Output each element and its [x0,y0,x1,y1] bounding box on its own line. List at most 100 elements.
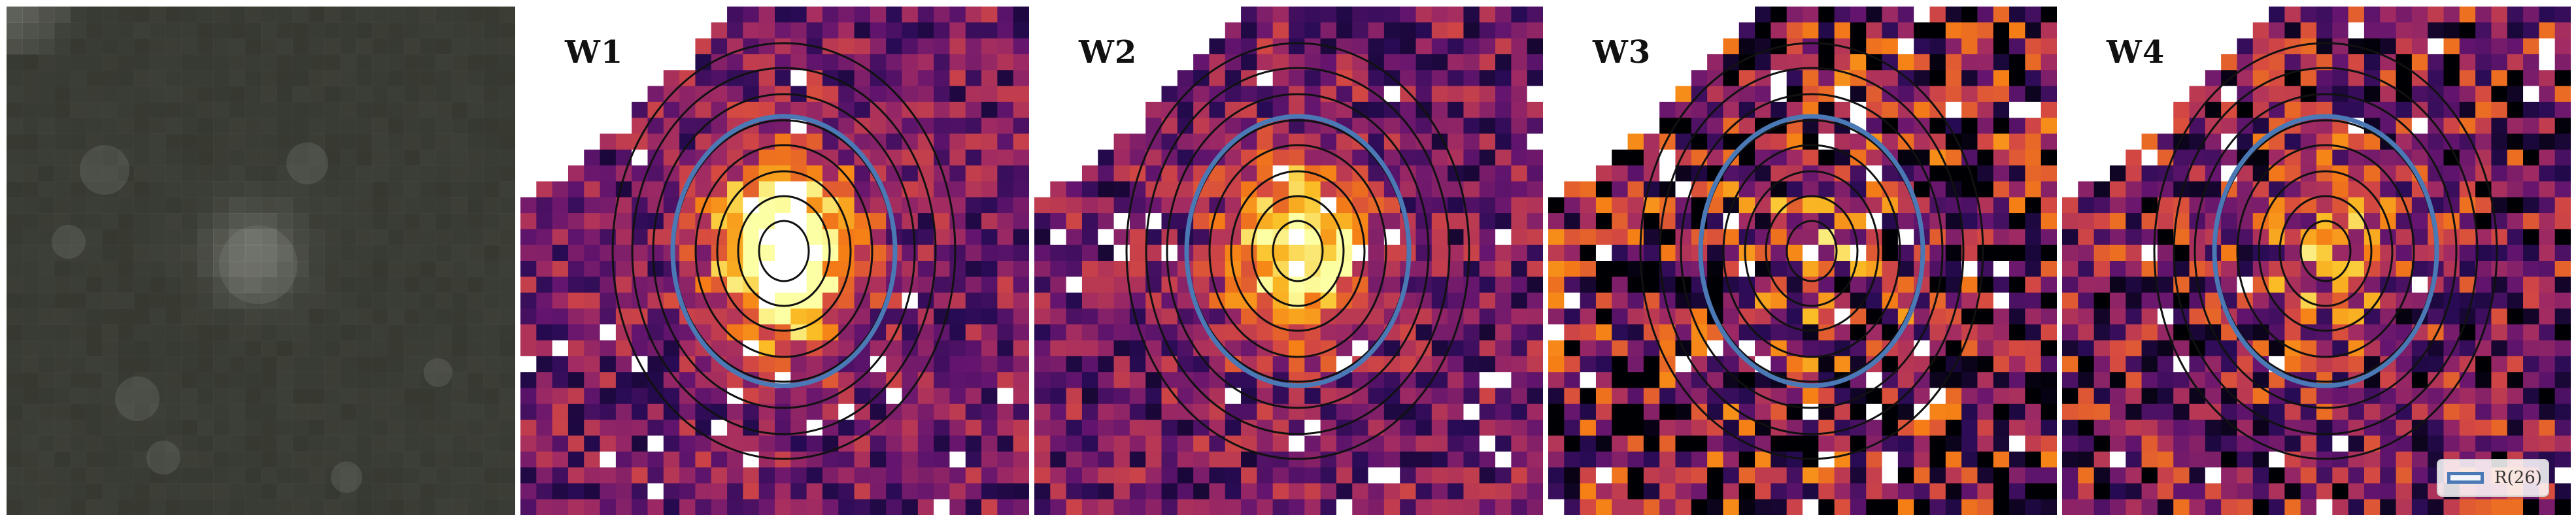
rgb-pixel [388,292,405,309]
heatmap-pixel [2237,451,2254,468]
heatmap-pixel [2554,292,2571,309]
heatmap-pixel [2523,292,2539,309]
heatmap-pixel [1448,483,1465,500]
heatmap-pixel [2332,149,2349,166]
heatmap-pixel [2348,292,2365,309]
heatmap-pixel [1527,118,1543,135]
rgb-pixel [356,451,373,468]
heatmap-pixel [822,54,839,71]
rgb-pixel [277,451,294,468]
heatmap-pixel [949,181,966,198]
heatmap-pixel [1707,244,1724,261]
heatmap-pixel [1580,324,1597,341]
heatmap-pixel [2025,86,2042,103]
heatmap-pixel [775,308,791,325]
rgb-pixel [324,54,341,71]
heatmap-pixel [2041,244,2057,261]
heatmap-pixel [1463,54,1480,71]
rgb-pixel [165,356,182,373]
heatmap-pixel [2332,181,2349,198]
heatmap-pixel [934,261,951,277]
heatmap-pixel [663,420,680,437]
rgb-pixel [467,340,484,357]
heatmap-pixel [917,261,934,277]
heatmap-pixel [1034,229,1051,246]
rgb-pixel [483,340,500,357]
rgb-pixel [101,499,118,515]
heatmap-pixel [2475,133,2492,150]
heatmap-pixel [2443,54,2460,71]
rgb-pixel [483,372,500,389]
heatmap-pixel [2093,435,2110,452]
rgb-pixel [499,118,515,135]
heatmap-pixel [1612,324,1629,341]
isophote-ellipse [2236,144,2415,358]
rgb-pixel [435,197,452,214]
heatmap-pixel [1013,420,1029,437]
heatmap-pixel [870,277,887,294]
heatmap-pixel [1495,38,1512,55]
heatmap-pixel [2284,324,2301,341]
heatmap-pixel [854,244,871,261]
heatmap-pixel [1368,420,1385,437]
heatmap-pixel [1013,388,1029,405]
heatmap-pixel [822,483,839,500]
heatmap-pixel [632,483,649,500]
heatmap-pixel [2443,213,2460,229]
heatmap-pixel [536,261,553,277]
heatmap-pixel [1691,420,1708,437]
heatmap-pixel [2284,7,2301,23]
rgb-pixel [165,7,182,23]
rgb-pixel [133,229,150,246]
heatmap-pixel [632,388,649,405]
rgb-pixel [403,356,420,373]
heatmap-pixel [1627,435,1644,452]
heatmap-pixel [1527,38,1543,55]
heatmap-pixel [1564,388,1581,405]
heatmap-pixel [1818,388,1835,405]
rgb-pixel [197,435,214,452]
heatmap-pixel [1289,244,1305,261]
heatmap-pixel [1066,420,1083,437]
heatmap-pixel [2554,213,2571,229]
isophote-ellipse [652,93,916,409]
rgb-pixel [292,277,309,294]
heatmap-pixel [1013,229,1029,246]
rgb-pixel [70,261,87,277]
heatmap-pixel [1257,229,1274,246]
heatmap-pixel [1209,244,1226,261]
heatmap-pixel [1961,499,1978,515]
heatmap-pixel [2205,308,2222,325]
rgb-pixel [133,372,150,389]
heatmap-pixel [2554,499,2571,515]
heatmap-pixel [1707,54,1724,71]
heatmap-pixel [615,403,632,420]
heatmap-pixel [1400,7,1417,23]
heatmap-pixel [934,70,951,87]
heatmap-pixel [600,324,617,341]
heatmap-pixel [2443,118,2460,135]
heatmap-pixel [2507,181,2524,198]
heatmap-pixel [949,372,966,389]
heatmap-pixel [743,483,760,500]
heatmap-pixel [1336,403,1353,420]
heatmap-pixel [1961,54,1978,71]
heatmap-pixel [758,213,775,229]
heatmap-pixel [1738,451,1755,468]
heatmap-pixel [1707,86,1724,103]
heatmap-pixel [2523,372,2539,389]
heatmap-pixel [2126,420,2143,437]
heatmap-pixel [902,435,919,452]
heatmap-pixel [679,133,696,150]
heatmap-pixel [1081,197,1098,214]
heatmap-pixel [2109,420,2126,437]
heatmap-pixel [1272,277,1289,294]
heatmap-pixel [1448,229,1465,246]
heatmap-pixel [1066,388,1083,405]
rgb-pixel [467,277,484,294]
rgb-pixel [54,388,71,405]
heatmap-pixel [1257,197,1274,214]
rgb-pixel [22,149,39,166]
heatmap-pixel [568,356,585,373]
rgb-pixel [467,372,484,389]
